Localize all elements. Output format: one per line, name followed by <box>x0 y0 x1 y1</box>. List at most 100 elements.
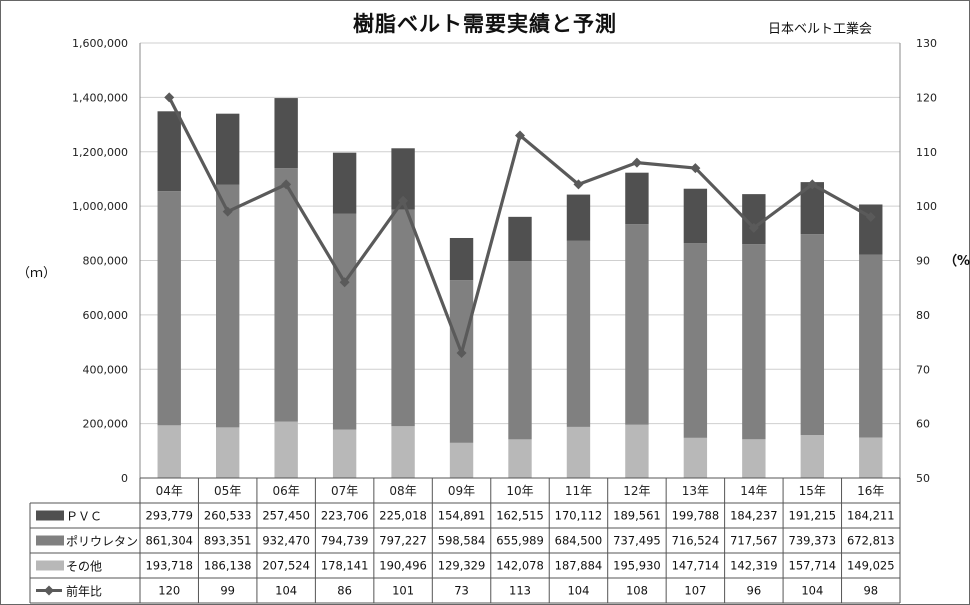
table-cell: 184,211 <box>847 509 895 523</box>
table-cell: 104 <box>567 584 589 598</box>
table-cell: 147,714 <box>672 559 720 573</box>
legend-key-swatch <box>36 560 64 571</box>
y-left-tick-label: 1,600,000 <box>72 37 128 50</box>
x-category-label: 05年 <box>214 484 241 498</box>
y-right-tick-label: 130 <box>916 37 937 50</box>
line-point <box>515 130 525 141</box>
x-category-label: 15年 <box>799 484 826 498</box>
table-cell: 73 <box>454 584 469 598</box>
table-cell: 129,329 <box>438 559 486 573</box>
table-cell: 162,515 <box>496 509 544 523</box>
bar-segment <box>566 426 591 478</box>
y-right-tick-label: 100 <box>916 200 937 213</box>
table-cell: 717,567 <box>730 534 778 548</box>
table-cell: 170,112 <box>555 509 603 523</box>
table-cell: 142,078 <box>496 559 544 573</box>
table-cell: 142,319 <box>730 559 778 573</box>
bar-segment <box>332 152 357 214</box>
table-cell: 96 <box>747 584 762 598</box>
bar-segment <box>508 216 532 262</box>
table-cell: 104 <box>801 584 823 598</box>
bar-segment <box>683 437 708 478</box>
y-left-tick-label: 400,000 <box>83 363 129 376</box>
table-cell: 104 <box>275 584 297 598</box>
table-cell: 199,788 <box>672 509 720 523</box>
line-point <box>690 163 701 174</box>
bar-segment <box>216 184 240 428</box>
table-cell: 184,237 <box>730 509 778 523</box>
bar-segment <box>274 168 298 422</box>
table-cell: 893,351 <box>204 534 252 548</box>
left-axis-unit: （ｍ） <box>17 266 57 281</box>
bar-segment <box>625 224 649 425</box>
table-cell: 149,025 <box>847 559 895 573</box>
bar-segment <box>332 213 357 430</box>
y-right-tick-label: 50 <box>916 472 930 485</box>
bar-segment <box>449 442 474 478</box>
table-cell: 108 <box>626 584 648 598</box>
line-point <box>164 92 175 103</box>
table-cell: 101 <box>392 584 414 598</box>
table-cell: 737,495 <box>613 534 661 548</box>
line-point <box>573 179 584 190</box>
y-left-tick-label: 800,000 <box>83 255 129 268</box>
line-point <box>748 222 759 233</box>
line-point <box>865 212 876 222</box>
table-row-label: 前年比 <box>66 584 102 599</box>
bar-segment <box>625 172 649 225</box>
bar-segment <box>157 191 181 426</box>
table-cell: 195,930 <box>613 559 661 573</box>
table-cell: 207,524 <box>262 559 310 573</box>
table-cell: 223,706 <box>321 509 369 523</box>
bar-segment <box>449 237 474 281</box>
table-cell: 684,500 <box>555 534 603 548</box>
table-cell: 189,561 <box>613 509 661 523</box>
x-category-label: 14年 <box>740 484 767 498</box>
chart-title: 樹脂ベルト需要実績と予測 <box>353 12 617 36</box>
table-cell: 794,739 <box>321 534 369 548</box>
bar-segment <box>157 425 181 478</box>
x-category-label: 08年 <box>389 484 416 498</box>
x-category-label: 04年 <box>156 484 183 498</box>
table-cell: 186,138 <box>204 559 252 573</box>
line-point <box>456 347 467 358</box>
line-point <box>222 206 233 217</box>
y-right-tick-label: 90 <box>916 255 930 268</box>
table-cell: 257,450 <box>262 509 310 523</box>
table-cell: 260,533 <box>204 509 252 523</box>
x-category-label: 09年 <box>448 484 475 498</box>
table-cell: 861,304 <box>145 534 193 548</box>
line-point <box>631 157 642 168</box>
bar-segment <box>332 429 357 478</box>
bar-segment <box>216 427 240 478</box>
table-cell: 98 <box>863 584 878 598</box>
bar-segment <box>859 437 883 478</box>
bar-segment <box>683 243 708 438</box>
table-cell: 86 <box>337 584 352 598</box>
bar-segment <box>742 244 766 440</box>
line-point <box>807 179 818 190</box>
bar-segment <box>683 188 708 244</box>
y-right-tick-label: 70 <box>916 363 930 376</box>
line-point <box>339 277 350 288</box>
table-cell: 797,227 <box>379 534 427 548</box>
x-category-label: 12年 <box>623 484 650 498</box>
table-cell: 187,884 <box>555 559 603 573</box>
table-cell: 293,779 <box>145 509 193 523</box>
legend-key-marker <box>44 585 54 596</box>
x-category-label: 16年 <box>857 484 884 498</box>
y-left-tick-label: 1,200,000 <box>72 146 128 159</box>
table-cell: 655,989 <box>496 534 544 548</box>
table-cell: 113 <box>509 584 531 598</box>
x-category-label: 11年 <box>565 484 592 498</box>
legend-key-swatch <box>36 510 64 521</box>
bar-segment <box>391 148 415 210</box>
table-cell: 191,215 <box>789 509 837 523</box>
bar-segment <box>800 435 824 478</box>
bar-segment <box>157 111 181 192</box>
bar-segment <box>391 426 415 478</box>
x-category-label: 06年 <box>273 484 300 498</box>
y-left-tick-label: 200,000 <box>83 418 129 431</box>
table-cell: 107 <box>684 584 706 598</box>
bar-segment <box>274 98 298 169</box>
